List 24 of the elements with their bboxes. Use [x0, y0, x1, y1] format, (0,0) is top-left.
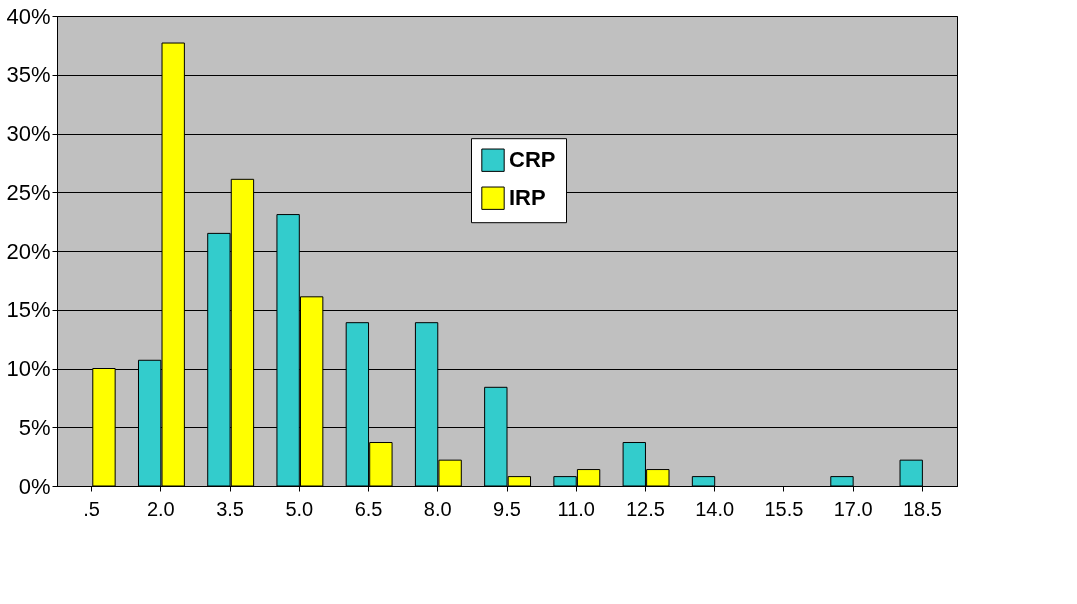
x-tick-label: .5 [83, 497, 100, 520]
y-tick-label: 5% [18, 414, 51, 440]
legend-label: IRP [509, 185, 546, 211]
x-tick-label: 3.5 [216, 497, 244, 520]
y-tick-label: 40% [6, 3, 51, 29]
y-tick-label: 0% [18, 473, 51, 499]
x-tick-label: 5.0 [285, 497, 314, 520]
x-tick-label: 6.5 [354, 497, 383, 520]
x-tick-label: 15.5 [764, 497, 804, 520]
x-tick-label: 8.0 [423, 497, 452, 520]
legend-label: CRP [509, 147, 556, 173]
x-tick-label: 2.0 [146, 497, 175, 520]
y-tick-label: 35% [6, 62, 51, 88]
x-tick-label: 18.5 [902, 497, 942, 520]
y-tick-label: 25% [6, 179, 51, 205]
y-tick-label: 10% [6, 356, 51, 381]
y-tick-label: 15% [6, 297, 51, 323]
x-tick-label: 11.0 [557, 497, 595, 520]
x-tick-label: 12.5 [625, 497, 665, 520]
x-tick-label: 14.0 [695, 497, 735, 520]
y-tick-label: 30% [6, 121, 51, 146]
y-tick-label: 20% [6, 238, 51, 264]
x-tick-label: 9.5 [493, 497, 521, 520]
x-tick-label: 17.0 [833, 497, 873, 520]
